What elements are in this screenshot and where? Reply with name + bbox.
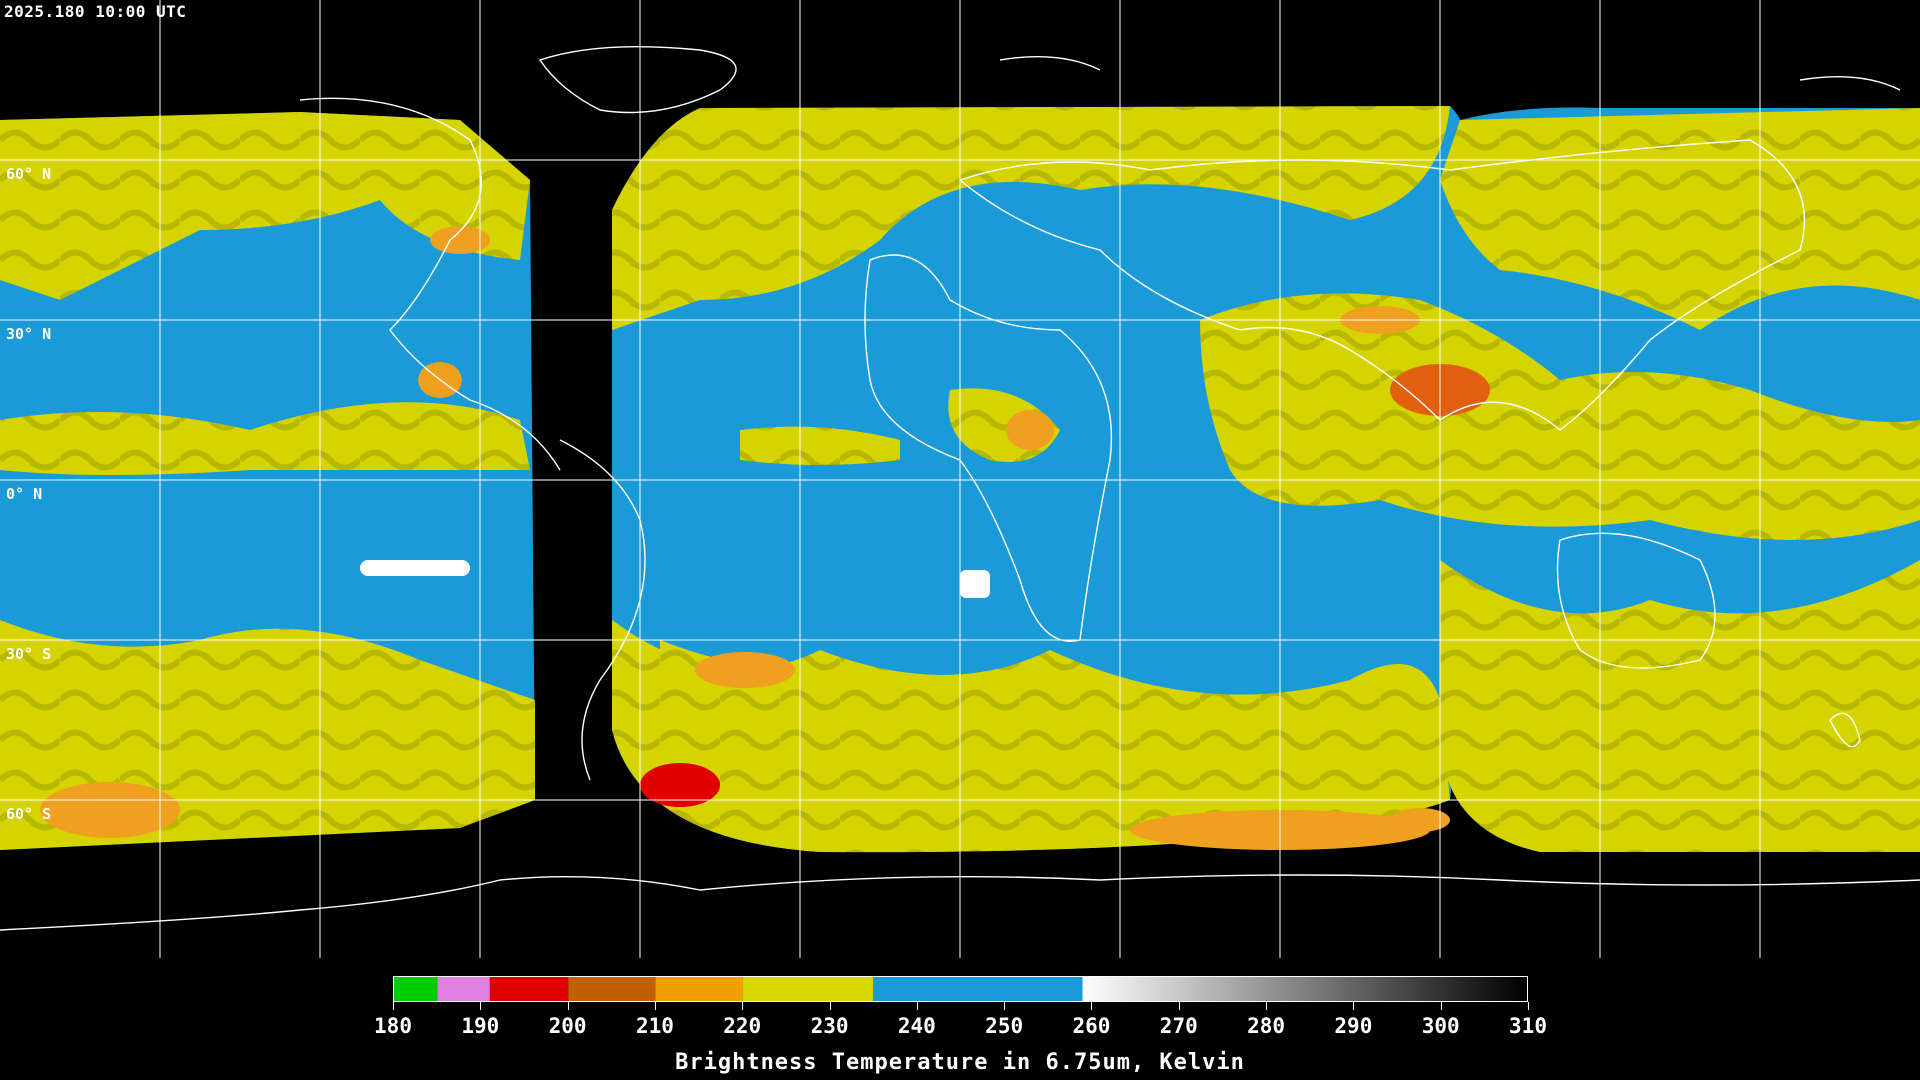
lat-label-60n: 60° N — [6, 165, 52, 183]
colorbar-title: Brightness Temperature in 6.75um, Kelvin — [675, 1050, 1245, 1075]
colorbar-segment — [742, 977, 874, 1001]
moisture-bands — [0, 106, 1920, 853]
colorbar-tick — [916, 1002, 918, 1010]
colorbar-tick-label: 280 — [1247, 1014, 1286, 1038]
colorbar-segment — [1082, 977, 1527, 1001]
timestamp: 2025.180 10:00 UTC — [4, 2, 187, 21]
colorbar-tick-label: 240 — [897, 1014, 936, 1038]
colorbar-tick — [480, 1002, 482, 1010]
colorbar-segment — [394, 977, 438, 1001]
colorbar-tick-label: 270 — [1159, 1014, 1198, 1038]
colorbar-tick — [1528, 1002, 1529, 1010]
colorbar-tick — [829, 1002, 831, 1010]
colorbar-tick-label: 210 — [635, 1014, 674, 1038]
colorbar-segment — [489, 977, 569, 1001]
convective-cores — [40, 226, 1490, 850]
lat-label-0n: 0° N — [6, 485, 43, 503]
graticule — [0, 0, 1920, 958]
colorbar-tick — [742, 1002, 744, 1010]
colorbar-legend: Brightness Temperature in 6.75um, Kelvin… — [0, 958, 1920, 1080]
colorbar-segment — [873, 977, 1083, 1001]
colorbar-tick — [1266, 1002, 1268, 1010]
colorbar-tick — [1091, 1002, 1093, 1010]
colorbar-tick-label: 290 — [1334, 1014, 1373, 1038]
colorbar-segment — [437, 977, 490, 1001]
colorbar-tick-label: 190 — [461, 1014, 500, 1038]
colorbar-tick-label: 230 — [810, 1014, 849, 1038]
colorbar-ticks — [393, 1002, 1529, 1012]
colorbar-tick-label: 180 — [374, 1014, 412, 1038]
colorbar-tick — [1353, 1002, 1355, 1010]
water-vapor-map — [0, 0, 1920, 958]
colorbar-tick-label: 260 — [1072, 1014, 1111, 1038]
colorbar-tick-label: 200 — [548, 1014, 587, 1038]
lat-label-30n: 30° N — [6, 325, 52, 343]
colorbar-tick — [393, 1002, 394, 1010]
colorbar-tick — [567, 1002, 569, 1010]
colorbar-segment — [655, 977, 743, 1001]
colorbar-tick — [1004, 1002, 1006, 1010]
colorbar-tick-label: 250 — [985, 1014, 1024, 1038]
colorbar-tick-label: 220 — [723, 1014, 762, 1038]
colorbar-tick — [1178, 1002, 1180, 1010]
lat-label-30s: 30° S — [6, 645, 52, 663]
colorbar-tick — [1440, 1002, 1442, 1010]
colorbar-tick — [654, 1002, 656, 1010]
lat-label-60s: 60° S — [6, 805, 52, 823]
colorbar-tick-label: 310 — [1509, 1014, 1547, 1038]
colorbar-tick-label: 300 — [1421, 1014, 1460, 1038]
colorbar — [393, 976, 1528, 1002]
colorbar-segment — [568, 977, 656, 1001]
